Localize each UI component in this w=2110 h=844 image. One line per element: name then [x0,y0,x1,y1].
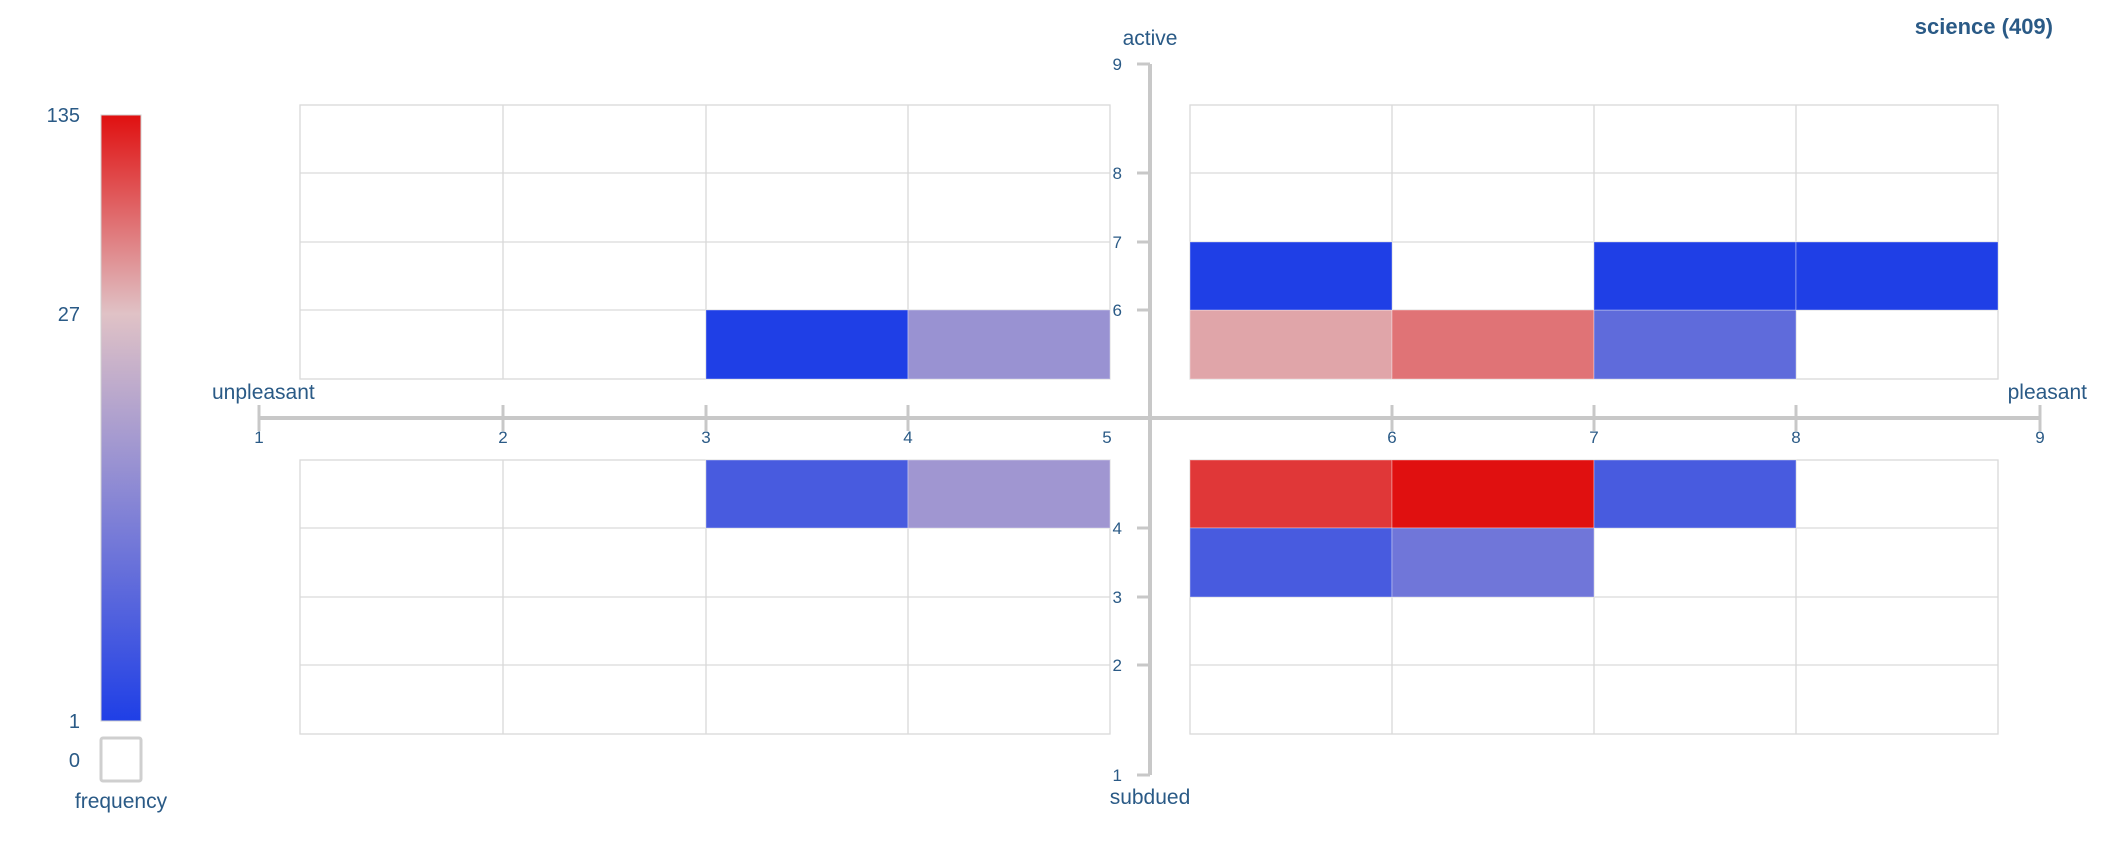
heatmap-cell [705,309,909,380]
x-tick-label: 9 [2035,428,2044,447]
x-tick-label: 7 [1589,428,1598,447]
y-tick-label: 9 [1113,55,1122,74]
y-tick-label: 3 [1113,588,1122,607]
y-tick-label: 4 [1113,519,1122,538]
heatmap-cell [705,459,909,529]
heatmap-cell [1189,241,1393,311]
x-tick-label: 2 [498,428,507,447]
legend-tick-label: 1 [69,711,80,733]
y-tick-label: 6 [1113,301,1122,320]
legend-gradient-bar [100,114,142,722]
x-axis-left-label: unpleasant [212,381,315,404]
y-tick-label: 2 [1113,656,1122,675]
x-axis-right-label: pleasant [2008,381,2088,404]
legend-title: frequency [75,790,168,813]
x-tick-label: 4 [903,428,912,447]
heatmap-cell [1189,527,1393,598]
y-axis-ticks: 1 2 3 4 6 7 8 9 [1113,55,1150,785]
legend-tick-label: 27 [58,304,80,326]
heatmap-cell [1189,459,1393,529]
heatmap-cell [1189,309,1393,380]
heatmap-cell [1593,309,1797,380]
legend-zero-swatch [99,736,143,783]
y-tick-label: 7 [1113,233,1122,252]
heatmap-cell [1391,527,1595,598]
heatmap-cell [1391,309,1595,380]
legend-zero-label: 0 [69,750,80,772]
heatmap-cell [1593,241,1797,311]
legend-tick-label: 135 [47,105,80,127]
heatmap-cell [1795,241,1999,311]
heatmap-cells [705,241,1999,598]
y-tick-label: 1 [1113,766,1122,785]
x-tick-label: 3 [701,428,710,447]
x-tick-label: 5 [1102,428,1111,447]
x-tick-label: 6 [1387,428,1396,447]
y-tick-label: 8 [1113,164,1122,183]
y-axis-top-label: active [1123,27,1178,50]
heatmap-cell [907,309,1111,380]
color-legend: 0 frequency 1 27 135 [47,105,168,813]
x-tick-label: 8 [1791,428,1800,447]
chart-title: science (409) [1915,14,2053,39]
heatmap-cell [1593,459,1797,529]
x-axis-ticks: 1 2 3 4 5 6 7 8 9 [254,405,2045,447]
y-axis-bottom-label: subdued [1110,786,1191,809]
x-tick-label: 1 [254,428,263,447]
heatmap-cell [907,459,1111,529]
axes: 1 2 3 4 5 6 7 8 9 1 2 3 4 6 7 8 9 unpleasant pleasant a… [212,27,2087,809]
heatmap-cell [1391,459,1595,529]
